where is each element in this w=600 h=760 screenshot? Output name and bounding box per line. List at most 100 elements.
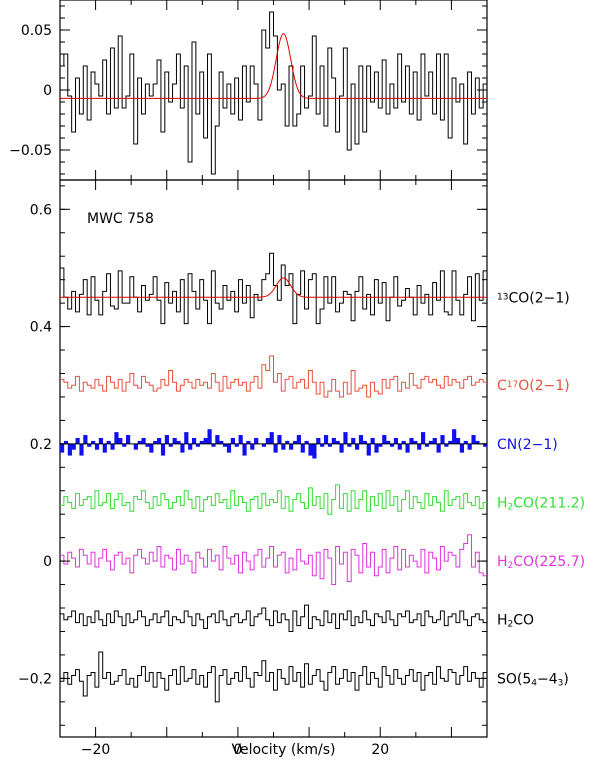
cn-bar	[463, 440, 468, 444]
cn-bar	[230, 437, 235, 444]
y-tick-label: −0.2	[18, 671, 52, 687]
cn-bar	[176, 440, 181, 444]
cn-bar	[71, 443, 76, 450]
cn-bar	[234, 443, 239, 447]
x-tick-label: 20	[371, 742, 389, 758]
cn-bar	[207, 429, 212, 444]
cn-bar	[386, 440, 391, 444]
cn-bar	[149, 443, 154, 453]
cn-bar	[98, 437, 103, 444]
cn-bar	[393, 437, 399, 444]
cn-bar	[277, 435, 282, 444]
cn-bar	[389, 443, 395, 447]
cn-bar	[188, 443, 193, 450]
y-tick-label: 0.2	[30, 437, 52, 453]
x-axis-label: Velocity (km/s)	[231, 742, 335, 758]
cn-bar	[114, 432, 119, 444]
cn-bar	[223, 443, 228, 447]
cn-bar	[382, 435, 387, 444]
cn-bar	[122, 443, 127, 447]
y-tick-label: 0	[43, 554, 52, 570]
cn-bar	[145, 443, 150, 447]
cn-bar	[261, 443, 267, 447]
cn-bar	[153, 440, 158, 444]
cn-bar	[335, 440, 340, 444]
cn-bar	[339, 443, 344, 453]
top-spectrum-histogram	[60, 11, 487, 175]
cn-bar	[79, 443, 84, 456]
cn-bar	[269, 432, 274, 444]
cn-bar	[91, 440, 96, 444]
cn-bar	[242, 443, 247, 456]
spectrum-4	[60, 534, 487, 586]
cn-bar	[133, 443, 138, 450]
cn-bar	[168, 443, 173, 447]
cn-bar	[199, 440, 204, 444]
series-label: C17O(2−1)	[497, 378, 570, 394]
cn-bar	[67, 443, 72, 456]
cn-bar	[475, 440, 480, 444]
cn-bar	[459, 443, 465, 453]
cn-bar	[312, 443, 317, 459]
cn-bar	[285, 440, 290, 444]
cn-bar	[452, 429, 457, 444]
cn-bar	[327, 443, 333, 447]
cn-bar	[370, 437, 375, 444]
cn-bar	[467, 443, 472, 450]
spectrum-3	[60, 484, 487, 515]
cn-bar	[401, 440, 406, 444]
cn-bar	[413, 440, 418, 444]
cn-bar	[180, 443, 185, 453]
cn-bar	[203, 437, 208, 444]
y-tick-label: −0.05	[9, 143, 52, 159]
cn-bar	[254, 437, 259, 444]
cn-bar	[428, 440, 433, 444]
series-label: 13CO(2−1)	[497, 290, 570, 306]
cn-bar	[320, 443, 325, 447]
cn-bar	[118, 437, 123, 444]
cn-bar	[300, 443, 305, 453]
cn-bar	[483, 443, 488, 447]
cn-bar	[137, 440, 142, 444]
series-label: H2CO	[497, 613, 534, 630]
y-tick-label: 0.6	[30, 202, 52, 218]
cn-bar	[246, 440, 251, 444]
cn-bar	[347, 443, 352, 447]
series-label: CN(2−1)	[497, 437, 558, 453]
cn-bar	[75, 437, 80, 444]
cn-bar	[219, 440, 224, 444]
cn-bar	[378, 443, 383, 447]
cn-bar	[191, 437, 197, 444]
cn-bar	[141, 437, 146, 444]
cn-bar	[351, 437, 356, 444]
cn-bar	[436, 443, 441, 453]
cn-bar	[308, 443, 313, 456]
cn-bar	[125, 435, 131, 444]
cn-bar	[87, 443, 92, 447]
cn-bar	[281, 443, 286, 450]
cn-bar	[157, 437, 162, 444]
y-tick-label: 0	[43, 83, 52, 99]
y-tick-label: 0.4	[30, 320, 52, 336]
cn-bar	[440, 435, 445, 444]
series-label: H2CO(211.2)	[497, 495, 585, 512]
cn-bar	[448, 440, 453, 444]
cn-bar	[250, 443, 255, 450]
cn-bar	[292, 440, 298, 444]
source-name-label: MWC 758	[87, 211, 154, 227]
x-tick-label: −20	[81, 742, 111, 758]
cn-bar	[172, 437, 177, 444]
spectrum-histogram	[60, 604, 487, 632]
cn-bar	[110, 443, 115, 450]
cn-bar	[289, 443, 294, 450]
spectrum-6	[60, 651, 487, 703]
spectrum-histogram	[60, 484, 487, 515]
spectrum-histogram	[60, 355, 487, 398]
cn-bar	[164, 435, 169, 444]
spectrum-0	[60, 252, 487, 325]
cn-bar	[211, 443, 216, 447]
series-label: SO(54−43)	[497, 671, 569, 688]
cn-bar	[409, 437, 414, 444]
